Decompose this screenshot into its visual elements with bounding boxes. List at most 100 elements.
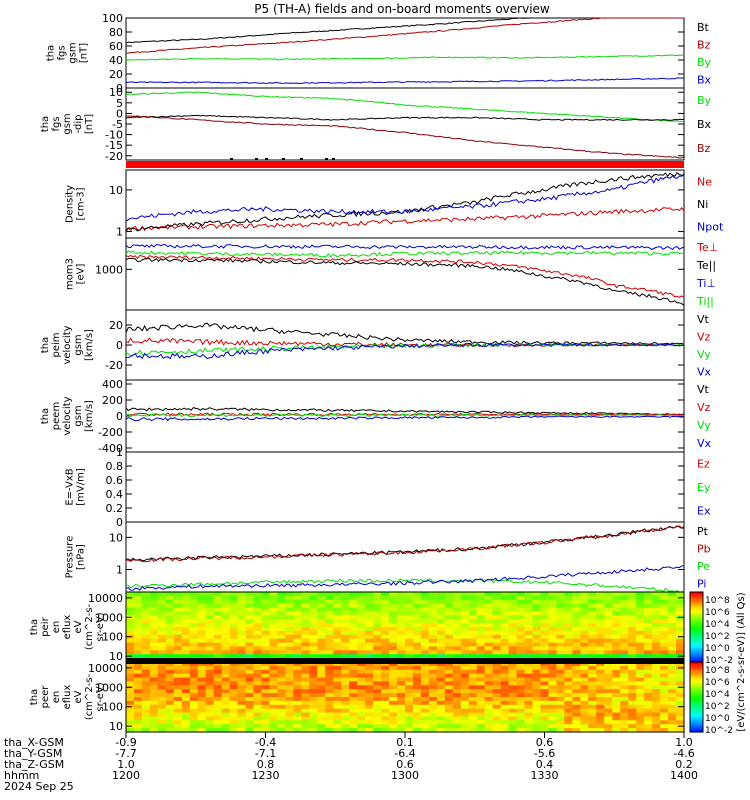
spectrogram-cell	[676, 607, 685, 613]
spectrogram-cell	[580, 665, 589, 671]
spectrogram-cell	[636, 685, 645, 690]
spectrogram-cell	[468, 607, 478, 613]
spectrogram-cell	[325, 607, 334, 613]
spectrogram-cell	[436, 654, 446, 659]
spectrogram-cell	[317, 677, 326, 683]
spectrogram-cell	[349, 634, 358, 640]
spectrogram-cell	[269, 681, 279, 686]
spectrogram-cell	[285, 619, 294, 624]
spectrogram-cell	[636, 654, 645, 659]
spectrogram-cell	[620, 627, 629, 632]
spectrogram-cell	[556, 693, 566, 698]
spectrogram-cell	[413, 720, 422, 725]
spectrogram-cell	[349, 677, 358, 683]
spectrogram-cell	[492, 650, 502, 655]
spectrogram-cell	[157, 716, 167, 721]
spectrogram-cell	[134, 677, 143, 683]
spectrogram-cell	[644, 592, 653, 597]
spectrogram-cell	[317, 619, 326, 624]
spectrogram-cell	[357, 669, 366, 675]
spectrogram-cell	[540, 720, 550, 725]
spectrogram-cell	[317, 697, 326, 702]
spectrogram-cell	[253, 627, 263, 632]
spectrogram-cell	[596, 646, 605, 651]
spectrogram-cell	[365, 704, 374, 710]
spectrogram-cell	[676, 592, 685, 597]
spectrogram-cell	[213, 728, 223, 733]
spectrogram-cell	[245, 642, 255, 648]
y-axis-label: [nT]	[79, 43, 90, 63]
spectrogram-cell	[516, 642, 526, 648]
spectrogram-cell	[237, 592, 247, 597]
spectrogram-cell	[540, 665, 550, 671]
spectrogram-cell	[397, 619, 406, 624]
spectrogram-cell	[516, 708, 526, 714]
spectrogram-cell	[285, 720, 294, 725]
spectrogram-cell	[229, 595, 239, 601]
spectrogram-cell	[357, 704, 366, 710]
spectrogram-cell	[341, 704, 350, 710]
spectrogram-cell	[405, 728, 414, 733]
colorbar-swatch	[690, 596, 703, 600]
spectrogram-cell	[572, 603, 581, 609]
spectrogram-cell	[444, 650, 454, 655]
spectrogram-cell	[500, 595, 510, 601]
spectrogram-cell	[516, 630, 526, 636]
spectrogram-cell	[476, 603, 486, 609]
spectrogram-cell	[620, 611, 629, 616]
colorbar-swatch	[690, 594, 703, 598]
spectrogram-cell	[357, 697, 366, 702]
spectrogram-cell	[341, 592, 350, 597]
spectrogram-cell	[333, 623, 342, 628]
spectrogram-cell	[381, 619, 390, 624]
spectrogram-cell	[436, 638, 446, 644]
spectrogram-cell	[389, 665, 398, 671]
spectrogram-cell	[221, 704, 231, 710]
spectrogram-cell	[476, 697, 486, 702]
spectrogram-cell	[413, 654, 422, 659]
colorbar-swatch	[690, 676, 703, 679]
spectrogram-cell	[628, 728, 637, 733]
spectrogram-cell	[468, 669, 478, 675]
spectrogram-cell	[221, 611, 231, 616]
spectrogram-cell	[484, 642, 494, 648]
spectrogram-cell	[596, 689, 605, 694]
spectrogram-cell	[628, 724, 637, 729]
spectrogram-cell	[397, 677, 406, 683]
spectrogram-cell	[285, 704, 294, 710]
spectrogram-cell	[365, 700, 374, 706]
colorbar-swatch	[690, 699, 703, 703]
colorbar-swatch	[690, 629, 703, 633]
spectrogram-cell	[221, 673, 231, 679]
spectrogram-cell	[444, 712, 454, 718]
spectrogram-cell	[237, 724, 247, 729]
spectrogram-cell	[428, 665, 438, 671]
spectrogram-cell	[460, 689, 470, 694]
spectrogram-cell	[428, 677, 438, 683]
spectrogram-cell	[389, 615, 398, 620]
spectrogram-cell	[229, 654, 239, 659]
spectrogram-cell	[181, 650, 191, 655]
legend-entry: Pt	[697, 525, 709, 538]
spectrogram-cell	[357, 665, 366, 671]
spectrogram-cell	[181, 619, 191, 624]
spectrogram-cell	[476, 685, 486, 690]
spectrogram-cell	[548, 669, 558, 675]
spectrogram-cell	[620, 673, 629, 679]
spectrogram-cell	[181, 634, 191, 640]
spectrogram-cell	[548, 634, 558, 640]
spectrogram-cell	[157, 627, 167, 632]
spectrogram-cell	[532, 697, 542, 702]
y-axis-label: E=-VxB	[65, 468, 76, 505]
y-tick-label: 0.2	[106, 502, 124, 515]
spectrogram-cell	[149, 615, 159, 620]
spectrogram-cell	[277, 642, 287, 648]
spectrogram-cell	[285, 650, 294, 655]
spectrogram-cell	[205, 607, 215, 613]
spectrogram-cell	[460, 665, 470, 671]
spectrogram-cell	[325, 638, 334, 644]
spectrogram-cell	[516, 595, 526, 601]
spectrogram-cell	[548, 642, 558, 648]
spectrogram-cell	[452, 634, 462, 640]
spectrogram-cell	[317, 650, 326, 655]
